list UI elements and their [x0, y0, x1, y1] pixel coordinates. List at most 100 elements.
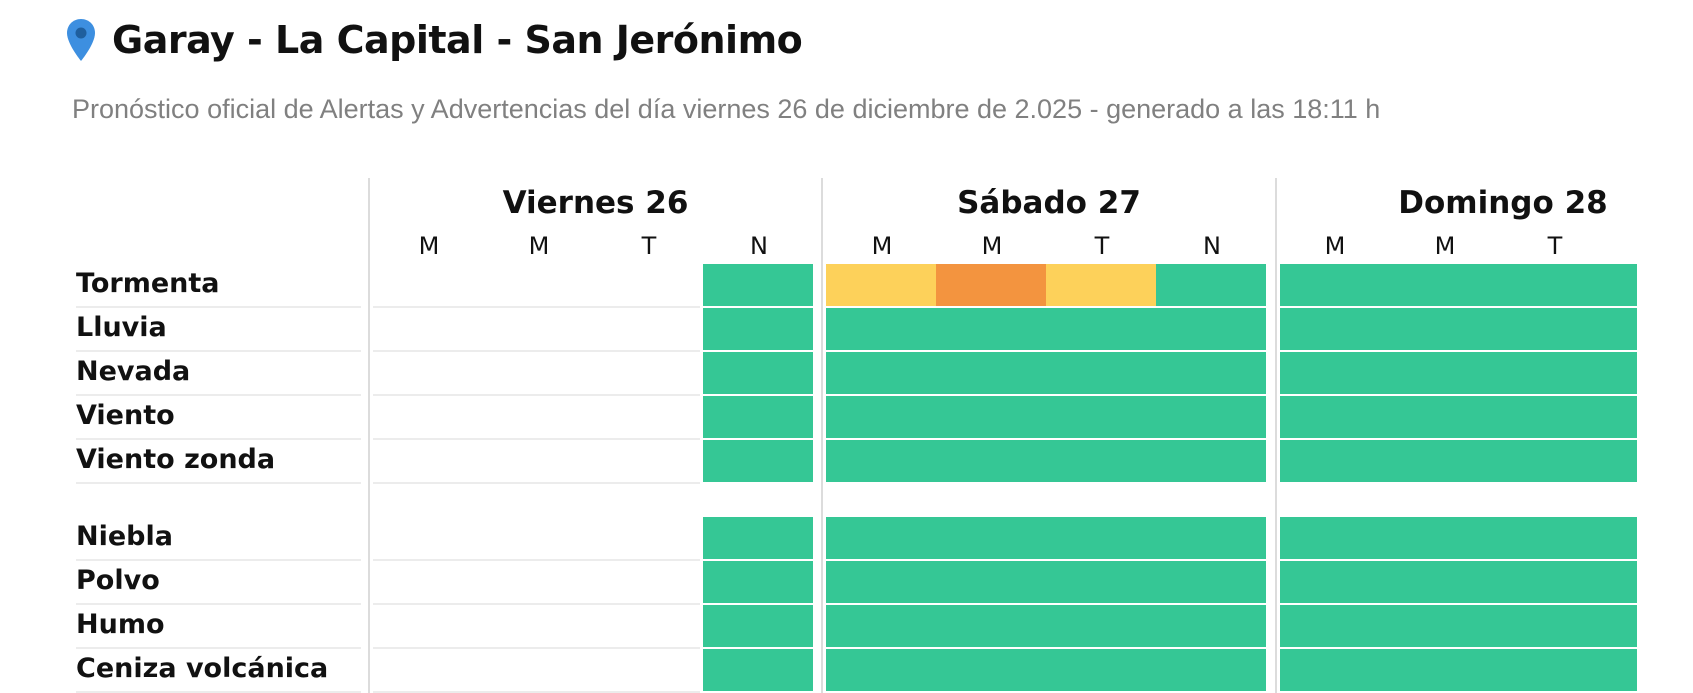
alert-cell-green[interactable]	[1500, 517, 1637, 559]
row-label: Ceniza volcánica	[76, 653, 329, 684]
row-divider	[76, 350, 361, 352]
alert-cell-green[interactable]	[1280, 649, 1390, 691]
alert-cell-green[interactable]	[1280, 308, 1390, 350]
alert-cell-green[interactable]	[1390, 605, 1500, 647]
alert-cell-green[interactable]	[1280, 561, 1390, 603]
empty-period-divider	[373, 394, 700, 396]
alert-cell-green[interactable]	[1156, 264, 1266, 306]
alert-cell-green[interactable]	[1046, 352, 1156, 394]
alert-cell-green[interactable]	[936, 517, 1046, 559]
alert-cell-green[interactable]	[1390, 649, 1500, 691]
alert-cell-green[interactable]	[826, 649, 936, 691]
location-pin-icon	[67, 19, 95, 61]
alert-cell-green[interactable]	[703, 352, 813, 394]
row-label: Polvo	[76, 565, 160, 596]
alert-cell-green[interactable]	[1156, 561, 1266, 603]
alert-cell-green[interactable]	[936, 396, 1046, 438]
alert-cell-green[interactable]	[1500, 561, 1637, 603]
row-label: Tormenta	[76, 268, 220, 299]
alert-cell-green[interactable]	[826, 352, 936, 394]
row-label: Nevada	[76, 356, 191, 387]
alert-cell-green[interactable]	[1390, 352, 1500, 394]
alert-cell-green[interactable]	[703, 440, 813, 482]
alert-cell-yellow[interactable]	[826, 264, 936, 306]
alert-cell-green[interactable]	[1280, 264, 1390, 306]
alert-cell-green[interactable]	[1046, 605, 1156, 647]
alert-cell-green[interactable]	[703, 605, 813, 647]
row-label: Viento	[76, 400, 175, 431]
day-separator	[1275, 178, 1277, 693]
alert-cell-green[interactable]	[703, 264, 813, 306]
alert-cell-green[interactable]	[1156, 649, 1266, 691]
alert-cell-yellow[interactable]	[1046, 264, 1156, 306]
period-label: N	[750, 232, 768, 260]
alert-cell-green[interactable]	[826, 561, 936, 603]
alert-cell-green[interactable]	[1046, 649, 1156, 691]
alert-cell-green[interactable]	[936, 605, 1046, 647]
alert-cell-green[interactable]	[1046, 561, 1156, 603]
alert-cell-green[interactable]	[1500, 264, 1637, 306]
alert-cell-green[interactable]	[826, 396, 936, 438]
alert-cell-green[interactable]	[1046, 308, 1156, 350]
alert-cell-orange[interactable]	[936, 264, 1046, 306]
alert-cell-green[interactable]	[703, 396, 813, 438]
alert-cell-green[interactable]	[1390, 440, 1500, 482]
alert-cell-green[interactable]	[1500, 440, 1637, 482]
day-header-sabado: Sábado 27	[957, 185, 1141, 221]
alert-cell-green[interactable]	[1156, 517, 1266, 559]
alert-cell-green[interactable]	[1390, 264, 1500, 306]
alert-cell-green[interactable]	[1156, 352, 1266, 394]
row-label: Niebla	[76, 521, 173, 552]
alert-cell-green[interactable]	[826, 517, 936, 559]
period-label: T	[1547, 232, 1563, 260]
alert-cell-green[interactable]	[703, 649, 813, 691]
alert-cell-green[interactable]	[1280, 440, 1390, 482]
alert-cell-green[interactable]	[1046, 440, 1156, 482]
alert-cell-green[interactable]	[703, 561, 813, 603]
day-header-domingo: Domingo 28	[1398, 185, 1608, 221]
alert-cell-green[interactable]	[1390, 517, 1500, 559]
row-divider	[76, 559, 361, 561]
alert-cell-green[interactable]	[703, 308, 813, 350]
alert-cell-green[interactable]	[1500, 605, 1637, 647]
alert-cell-green[interactable]	[936, 649, 1046, 691]
alert-cell-green[interactable]	[1280, 396, 1390, 438]
alert-cell-green[interactable]	[1156, 308, 1266, 350]
alert-cell-green[interactable]	[936, 308, 1046, 350]
forecast-subtitle: Pronóstico oficial de Alertas y Adverten…	[72, 94, 1381, 124]
empty-period-divider	[373, 306, 700, 308]
alert-cell-green[interactable]	[1156, 396, 1266, 438]
period-label: N	[1203, 232, 1221, 260]
alert-cell-green[interactable]	[826, 308, 936, 350]
alert-cell-green[interactable]	[703, 517, 813, 559]
alert-cell-green[interactable]	[1500, 649, 1637, 691]
alert-cell-green[interactable]	[1500, 352, 1637, 394]
period-label: M	[981, 232, 1003, 260]
row-divider	[76, 394, 361, 396]
row-divider	[76, 482, 361, 484]
alert-cell-green[interactable]	[1390, 308, 1500, 350]
empty-period-divider	[373, 438, 700, 440]
alert-cell-green[interactable]	[1280, 517, 1390, 559]
empty-period-divider	[373, 559, 700, 561]
alert-cell-green[interactable]	[1156, 440, 1266, 482]
alert-cell-green[interactable]	[1500, 308, 1637, 350]
alert-cell-green[interactable]	[936, 440, 1046, 482]
alert-cell-green[interactable]	[826, 605, 936, 647]
period-label: M	[528, 232, 550, 260]
alert-cell-green[interactable]	[936, 561, 1046, 603]
location-header: Garay - La Capital - San Jerónimo	[66, 18, 803, 62]
alert-cell-green[interactable]	[1046, 396, 1156, 438]
alert-cell-green[interactable]	[826, 440, 936, 482]
alert-cell-green[interactable]	[1280, 605, 1390, 647]
alert-cell-green[interactable]	[1390, 396, 1500, 438]
alert-cell-green[interactable]	[1280, 352, 1390, 394]
alert-cell-green[interactable]	[1156, 605, 1266, 647]
alert-cell-green[interactable]	[1500, 396, 1637, 438]
alert-cell-green[interactable]	[1046, 517, 1156, 559]
row-divider	[76, 438, 361, 440]
period-label: T	[1094, 232, 1110, 260]
alert-cell-green[interactable]	[1390, 561, 1500, 603]
alert-cell-green[interactable]	[936, 352, 1046, 394]
